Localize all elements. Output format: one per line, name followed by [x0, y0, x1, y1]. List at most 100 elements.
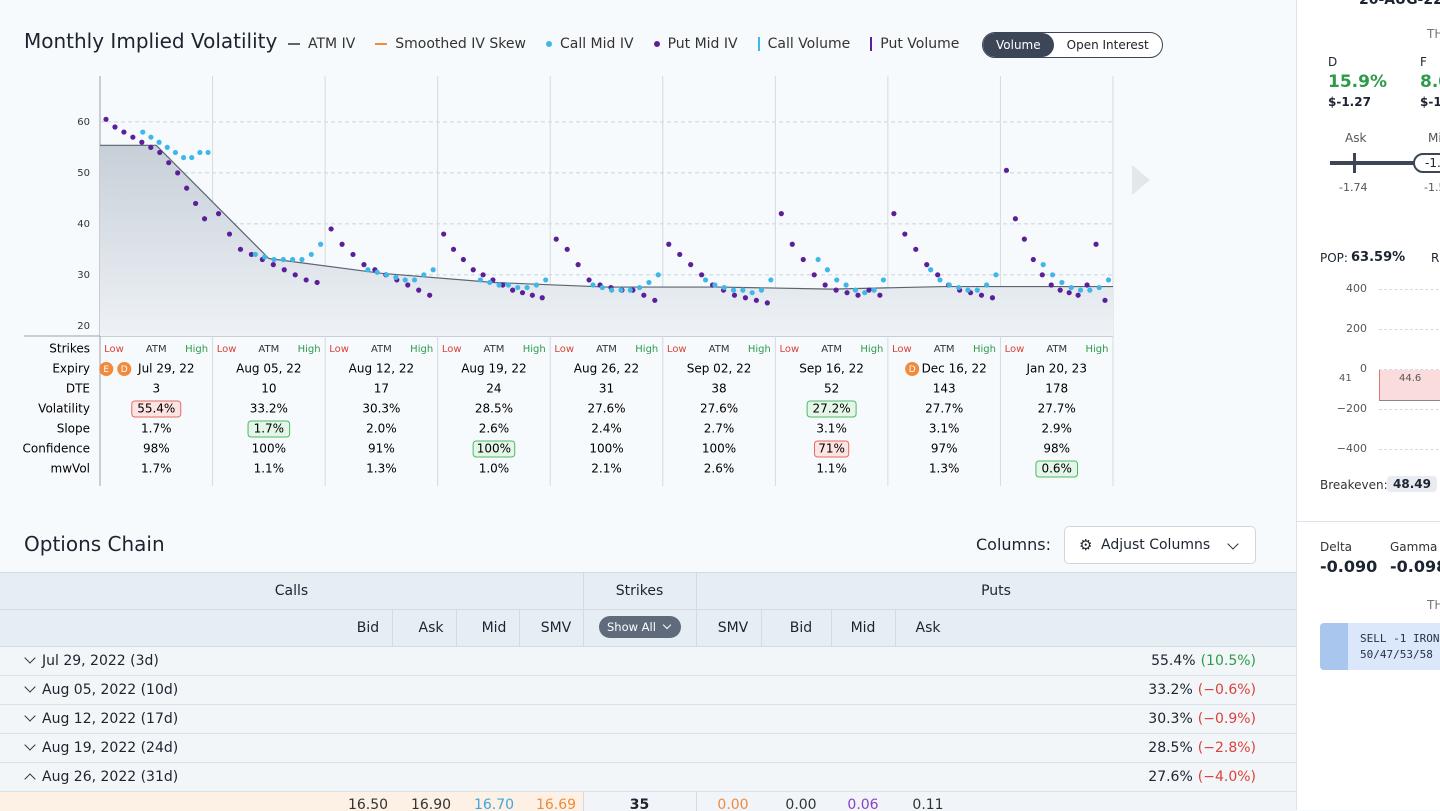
call-iv-dot: [496, 282, 502, 288]
side-text: -1.74: [1339, 181, 1368, 194]
row-label: Expiry: [52, 362, 90, 376]
call-cell: 16.90: [410, 797, 452, 811]
cell-mwvol: 1.3%: [929, 462, 960, 476]
put-iv-dot: [281, 267, 287, 273]
put-iv-dot: [652, 297, 658, 303]
side-text: 8.0: [1420, 72, 1440, 92]
put-iv-dot: [1021, 236, 1027, 242]
expiry-row[interactable]: Jul 29, 2022 (3d) 55.4% (10.5%): [0, 647, 1296, 676]
iv-chart: 20 30 40 50 60 Strikes Expiry DTE Volatility Slop…: [23, 76, 1150, 486]
strike-label: ATM: [934, 344, 955, 355]
pnl-grid-line: [1379, 409, 1440, 410]
call-iv-dot: [156, 139, 162, 145]
strike-label: ATM: [709, 344, 730, 355]
badge: [117, 362, 132, 376]
badge-letter: D: [909, 365, 916, 375]
call-iv-dot: [172, 149, 179, 156]
expiry-row-text: Jul 29, 2022 (3d): [42, 653, 159, 669]
call-iv-dot: [712, 282, 718, 288]
cell-confidence: 100%: [252, 442, 286, 456]
cell-volatility: 27.7%: [1038, 402, 1076, 416]
pnl-grid-line: [1379, 369, 1440, 370]
call-iv-dot: [637, 284, 643, 291]
column-divider: [392, 610, 393, 646]
put-iv-dot: [855, 292, 861, 298]
dropdown-chevron: [1227, 538, 1239, 550]
strike-label: High: [185, 344, 208, 355]
expiry-row-label: Aug 26, 2022 (31d): [24, 769, 178, 785]
side-text: 41: [1339, 373, 1352, 384]
call-iv-dot: [505, 282, 512, 288]
legend-swatch: [653, 41, 660, 47]
put-iv-dot: [924, 262, 930, 268]
put-iv-dot: [427, 292, 433, 298]
expiry-row[interactable]: Aug 12, 2022 (17d) 30.3% (−0.9%): [0, 705, 1296, 734]
put-iv-dot: [877, 292, 883, 298]
column-divider: [456, 610, 457, 646]
slider-thumb[interactable]: [1353, 153, 1356, 173]
side-text: -0.098: [1390, 557, 1440, 576]
expiry-label: Sep 02, 22: [687, 362, 752, 376]
expiry-row-label: Aug 19, 2022 (24d): [24, 739, 178, 756]
expiry-row[interactable]: Aug 05, 2022 (10d) 33.2% (−0.6%): [0, 676, 1296, 705]
call-iv-dot: [1059, 279, 1065, 286]
cell-slope: 2.4%: [591, 422, 622, 436]
call-iv-dot: [1068, 284, 1074, 291]
cell-mwvol: 2.6%: [704, 462, 735, 476]
strike-label: Low: [217, 344, 237, 355]
call-iv-dot: [140, 129, 146, 135]
put-iv-dot: [270, 262, 276, 268]
show-all-button[interactable]: Show All: [599, 616, 681, 638]
expiry-row-iv: 30.3% (−0.9%): [1148, 711, 1256, 727]
strike-label: ATM: [1046, 344, 1067, 355]
legend-label: Put Mid IV: [667, 36, 738, 52]
put-iv-dot: [1057, 287, 1063, 293]
put-iv-dot: [1012, 216, 1019, 222]
call-iv-dot: [308, 251, 314, 258]
side-text: D: [1328, 55, 1338, 69]
toggle-option[interactable]: Open Interest: [1066, 38, 1149, 52]
legend-item: Call Mid IV: [545, 36, 634, 52]
put-iv-dot: [1093, 241, 1099, 247]
legend-label: Call Mid IV: [559, 36, 634, 52]
strike-label: Low: [892, 344, 912, 355]
side-text: $-1.: [1420, 95, 1440, 109]
next-arrow[interactable]: [1132, 165, 1150, 195]
toggle-option[interactable]: Volume: [983, 33, 1054, 57]
group-header: Calls: [274, 583, 309, 599]
call-cell: 16.70: [473, 797, 515, 811]
cell-volatility: 27.7%: [925, 402, 963, 416]
expiry-row[interactable]: Aug 26, 2022 (31d) 27.6% (−4.0%): [0, 763, 1296, 792]
expiry-row[interactable]: Aug 19, 2022 (24d) 28.5% (−2.8%): [0, 734, 1296, 763]
cell-dte: 17: [374, 382, 389, 396]
put-iv-dot: [688, 262, 694, 268]
cell-confidence: 98%: [143, 442, 170, 456]
atm-line: [100, 144, 1113, 290]
call-iv-dot: [993, 272, 999, 278]
call-iv-dot: [646, 279, 652, 286]
side-text: F: [1420, 55, 1427, 69]
loss-zone: [1379, 370, 1440, 401]
section-header: TH: [1427, 27, 1440, 41]
cell-mwvol: 1.0%: [479, 462, 510, 476]
put-iv-dot: [564, 246, 570, 252]
column-divider: [895, 610, 896, 646]
cell-slope: 3.1%: [929, 422, 960, 436]
pnl-tick: −200: [1336, 402, 1367, 415]
cell-slope: 2.0%: [366, 422, 397, 436]
put-iv-dot: [764, 300, 770, 306]
order-card[interactable]: SELL -1 IRON 50/47/53/58: [1320, 623, 1440, 670]
highlight-box: [472, 440, 516, 458]
call-iv-dot: [974, 287, 980, 293]
adjust-columns-button[interactable]: ⚙ Adjust Columns: [1064, 526, 1256, 564]
legend-swatch: [757, 37, 760, 51]
legend-label: Smoothed IV Skew: [395, 36, 526, 52]
call-iv-dot: [148, 134, 154, 140]
put-iv-dot: [731, 292, 738, 298]
put-iv-dot: [811, 272, 817, 278]
legend-swatch: [870, 37, 873, 51]
iv-change: (−0.9%): [1197, 711, 1256, 727]
divider: [1297, 521, 1440, 522]
call-iv-dot: [758, 287, 765, 293]
toggle: Volume Open Interest: [982, 32, 1163, 58]
